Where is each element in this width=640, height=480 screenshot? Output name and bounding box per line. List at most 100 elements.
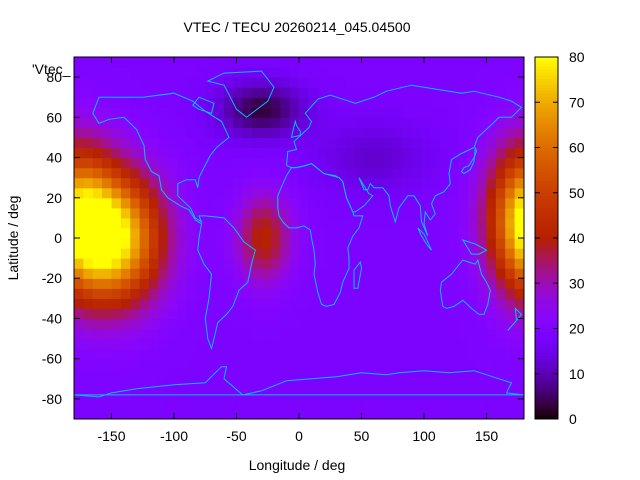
heatmap-cell [158,318,169,330]
heatmap-cell [158,268,169,279]
heatmap-cell [186,127,197,139]
heatmap-cell [224,187,234,199]
heatmap-cell [102,127,113,139]
heatmap-cell [83,77,94,88]
heatmap-cell [299,328,309,340]
heatmap-cell [224,358,234,370]
colorbar-segment [535,120,558,124]
heatmap-cell [177,348,188,360]
heatmap-cell [280,238,291,249]
heatmap-cell [242,268,253,279]
heatmap-cell [242,258,253,269]
heatmap-cell [139,398,150,410]
colorbar-segment [535,397,558,402]
heatmap-cell [242,348,253,360]
heatmap-cell [233,87,244,98]
heatmap-cell [411,177,422,189]
heatmap-cell [317,328,328,340]
heatmap-cell [486,318,497,330]
heatmap-cell [327,398,338,410]
heatmap-cell [270,77,281,88]
heatmap-cell [308,57,319,68]
heatmap-cell [420,248,431,259]
heatmap-cell [158,147,169,159]
heatmap-cell [83,238,94,249]
heatmap-cell [364,197,375,209]
colorbar-segment [535,69,558,73]
colorbar-segment [535,132,558,136]
heatmap-cell [252,67,263,78]
heatmap-cell [449,328,459,340]
heatmap-cell [130,298,141,309]
heatmap-cell [392,288,403,299]
coastline-path [192,96,215,114]
heatmap-cell [364,117,375,128]
heatmap-cell [355,197,366,209]
heatmap-cell [383,298,394,309]
heatmap-cell [327,107,338,118]
heatmap-cell [514,167,524,179]
heatmap-cell [458,348,469,360]
heatmap-cell [120,308,131,320]
heatmap-cell [252,187,263,199]
colorbar-segment [535,307,558,311]
heatmap-cell [364,107,375,118]
heatmap-cell [167,358,178,370]
heatmap-cell [270,67,281,78]
heatmap-cell [327,248,338,259]
heatmap-cell [477,368,488,380]
heatmap-cell [92,348,103,360]
heatmap-cell [336,288,347,299]
heatmap-cell [449,238,459,249]
heatmap-cell [224,398,234,410]
heatmap-cell [224,207,234,219]
heatmap-cell [402,408,413,419]
colorbar-segment [535,228,558,233]
heatmap-cell [224,378,234,390]
heatmap-cell [261,408,272,419]
heatmap-cell [111,157,122,169]
heatmap-cell [242,87,253,98]
heatmap-cell [242,157,253,169]
heatmap-cell [167,187,178,199]
heatmap-cell [139,338,150,350]
heatmap-cell [158,368,169,380]
heatmap-cell [402,217,413,229]
colorbar-segment [535,328,558,333]
colorbar-segment [535,123,558,127]
heatmap-cell [205,227,216,239]
heatmap-cell [514,238,524,249]
heatmap-cell [280,87,291,98]
heatmap-cell [120,77,131,88]
heatmap-cell [458,227,469,239]
heatmap-cell [411,258,422,269]
heatmap-cell [195,127,206,139]
heatmap-cell [402,107,413,118]
y-tick-label: -40 [42,310,62,326]
heatmap-cell [74,248,84,259]
heatmap-cell [364,388,375,400]
heatmap-cell [224,157,234,169]
heatmap-cell [430,147,441,159]
coastline-path [439,258,491,315]
heatmap-cell [205,308,216,320]
colorbar-segment [535,364,558,369]
heatmap-cell [195,157,206,169]
heatmap-cell [299,338,309,350]
colorbar-segment [535,280,558,284]
heatmap-cell [486,127,497,139]
heatmap-cell [317,97,328,108]
heatmap-cell [327,227,338,239]
heatmap-cell [74,207,84,219]
heatmap-cell [167,87,178,98]
heatmap-cell [252,177,263,189]
heatmap-cell [355,207,366,219]
colorbar-segment [535,219,558,224]
heatmap-cell [467,308,478,320]
heatmap-cell [364,268,375,279]
heatmap-cell [158,378,169,390]
heatmap-cell [224,318,234,330]
heatmap-cell [449,318,459,330]
chart-title: VTEC / TECU 20260214_045.04500 [183,19,410,35]
heatmap-cell [430,137,441,149]
